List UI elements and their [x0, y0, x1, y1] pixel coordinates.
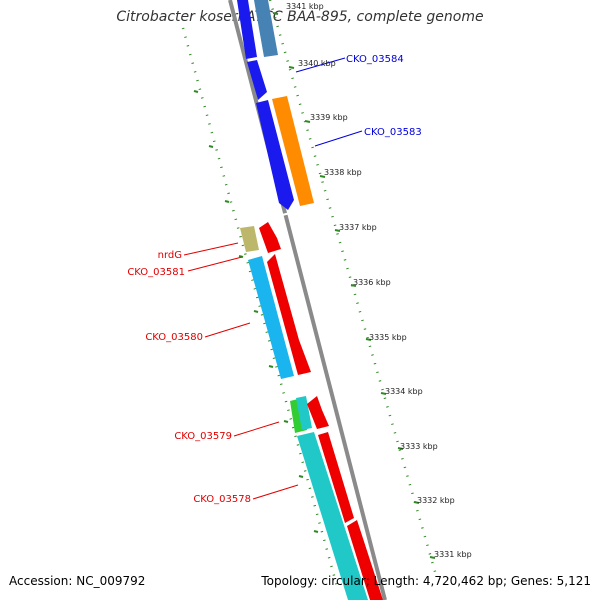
leader-cko03579: [233, 421, 280, 437]
inner-ruler-ticks: [193, 90, 319, 533]
leader-cko03584: [295, 57, 346, 73]
accession-text: Accession: NC_009792: [9, 574, 146, 588]
tick-label-3332: 3332 kbp: [417, 496, 455, 505]
leader-cko03580: [204, 322, 251, 338]
gene-cko03578: [297, 432, 368, 600]
gene-red-small: [307, 396, 329, 429]
gene-label-nrdG: nrdG: [158, 250, 182, 261]
gene-cko03584: [247, 60, 267, 100]
gene-cko03583: [272, 96, 314, 206]
gene-label-cko03580: CKO_03580: [145, 332, 203, 343]
tick-label-3339: 3339 kbp: [310, 113, 348, 122]
leader-cko03581: [187, 256, 243, 272]
gene-red-lower: [318, 432, 354, 523]
gene-blue-mid: [256, 100, 294, 210]
tick-label-3340: 3340 kbp: [298, 59, 336, 68]
tick-label-3337: 3337 kbp: [339, 223, 377, 232]
tick-label-3338: 3338 kbp: [324, 168, 362, 177]
tick-label-3335: 3335 kbp: [369, 333, 407, 342]
map-title: Citrobacter koseri ATCC BAA-895, complet…: [116, 9, 484, 25]
gene-label-cko03581: CKO_03581: [127, 267, 185, 278]
outer-ruler: [268, 0, 438, 576]
tick-label-3334: 3334 kbp: [385, 387, 423, 396]
outer-ruler-ticks: [272, 12, 436, 559]
gene-steel-top: [254, 0, 278, 57]
tick-label-3331: 3331 kbp: [434, 550, 472, 559]
leader-cko03578: [252, 484, 299, 500]
gene-blue-top: [237, 0, 257, 59]
gene-teal-small: [296, 396, 312, 430]
gene-cko03580: [248, 256, 294, 379]
leader-nrdG: [183, 242, 239, 256]
tick-label-3341: 3341 kbp: [286, 2, 324, 11]
gene-label-cko03584: CKO_03584: [346, 54, 404, 65]
tick-label-3333: 3333 kbp: [400, 442, 438, 451]
leader-cko03583: [314, 130, 363, 147]
genome-backbone: [228, 0, 387, 600]
tick-label-3336: 3336 kbp: [353, 278, 391, 287]
gene-red-mid: [267, 254, 311, 375]
gene-label-cko03579: CKO_03579: [174, 431, 232, 442]
genome-summary-text: Topology: circular; Length: 4,720,462 bp…: [261, 574, 591, 588]
gene-cko03581: [259, 222, 281, 253]
gene-label-cko03578: CKO_03578: [193, 494, 251, 505]
gene-label-cko03583: CKO_03583: [364, 127, 422, 138]
gene-red-bottom: [347, 520, 383, 600]
gene-nrdG: [240, 226, 259, 252]
